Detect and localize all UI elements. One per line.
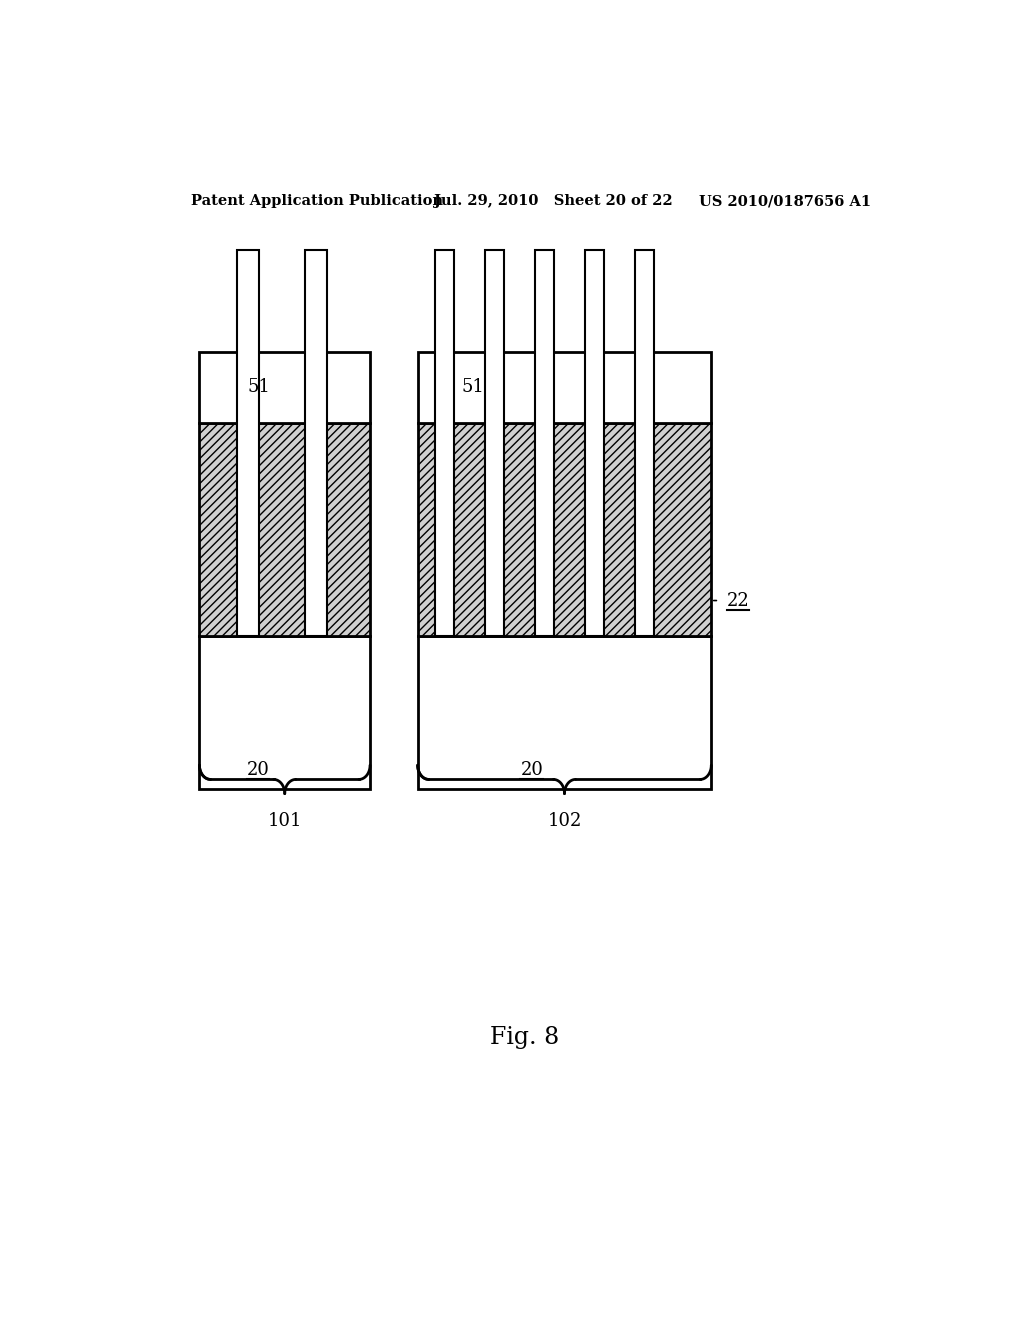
Bar [200, 636, 370, 788]
Text: Jul. 29, 2010   Sheet 20 of 22: Jul. 29, 2010 Sheet 20 of 22 [433, 194, 673, 209]
Text: US 2010/0187656 A1: US 2010/0187656 A1 [699, 194, 871, 209]
Text: Patent Application Publication: Patent Application Publication [191, 194, 443, 209]
Bar [200, 351, 370, 422]
Bar [418, 422, 712, 636]
Bar [435, 249, 455, 636]
Bar [418, 351, 712, 422]
Text: 20: 20 [247, 762, 270, 779]
Bar [635, 249, 654, 636]
Bar [585, 249, 604, 636]
Bar [237, 249, 259, 636]
Text: 51: 51 [247, 378, 270, 396]
Text: 20: 20 [520, 762, 544, 779]
Bar [418, 636, 712, 788]
Bar [485, 249, 504, 636]
Text: 51: 51 [462, 378, 484, 396]
Bar [305, 249, 328, 636]
Text: Fig. 8: Fig. 8 [490, 1026, 559, 1049]
Text: 102: 102 [547, 812, 582, 830]
Text: 101: 101 [267, 812, 302, 830]
Bar [536, 249, 554, 636]
Bar [200, 422, 370, 636]
Text: 22: 22 [727, 591, 750, 610]
